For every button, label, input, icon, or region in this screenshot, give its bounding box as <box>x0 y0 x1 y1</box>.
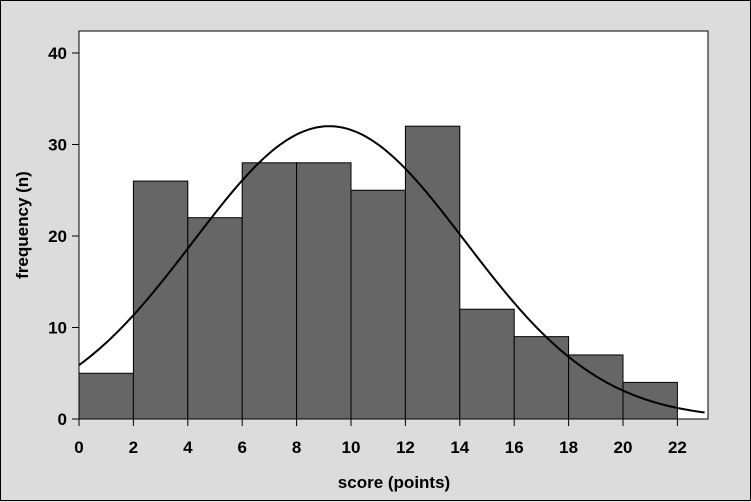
histogram-bar <box>459 308 515 420</box>
y-tick-label: 10 <box>48 319 67 338</box>
normal-curve <box>78 125 705 414</box>
y-axis-title: frequency (n) <box>13 171 32 279</box>
y-tick-label: 30 <box>48 136 67 155</box>
x-axis-title: score (points) <box>338 473 450 492</box>
y-axis: 0 10 20 30 40 <box>48 44 79 429</box>
x-axis: 0 2 4 6 8 10 12 14 16 18 20 22 <box>74 419 687 457</box>
x-tick-label: 2 <box>129 438 138 457</box>
histogram-bar <box>132 180 189 420</box>
histogram-bar <box>187 217 243 420</box>
histogram-bar <box>404 125 461 420</box>
x-tick-label: 20 <box>614 438 633 457</box>
x-tick-label: 22 <box>668 438 687 457</box>
x-tick-label: 8 <box>292 438 301 457</box>
histogram-bar <box>78 372 134 420</box>
x-tick-label: 16 <box>505 438 524 457</box>
x-tick-label: 18 <box>559 438 578 457</box>
x-tick-label: 4 <box>183 438 193 457</box>
x-tick-label: 12 <box>396 438 415 457</box>
x-tick-label: 10 <box>342 438 361 457</box>
y-tick-label: 20 <box>48 227 67 246</box>
x-tick-label: 6 <box>237 438 246 457</box>
y-tick-label: 40 <box>48 44 67 63</box>
histogram-bar <box>241 162 298 420</box>
y-tick-label: 0 <box>58 410 67 429</box>
x-tick-label: 0 <box>74 438 83 457</box>
x-tick-label: 14 <box>450 438 469 457</box>
histogram-bar <box>350 189 406 420</box>
histogram-bar <box>296 162 352 420</box>
bars-group <box>78 125 678 420</box>
